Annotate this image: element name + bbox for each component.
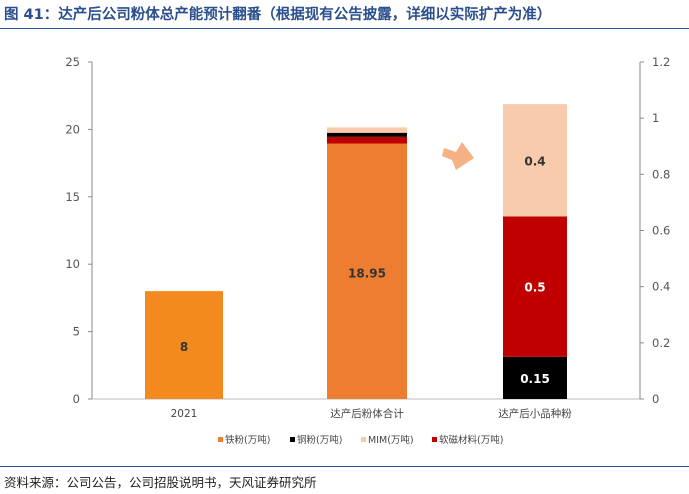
stacked-bar-chart: 0 5 10 15 20 25 0 0.2 0.4 0.6 0.8 1 1.2 8 18.95 0.15 0…	[65, 55, 670, 446]
left-axis-tick-label: 20	[65, 122, 80, 136]
source-divider	[0, 466, 689, 467]
right-axis-tick-label: 1	[652, 111, 659, 125]
bar-small-mim	[503, 104, 567, 217]
legend-swatch	[290, 437, 295, 442]
data-labels: 8 18.95 0.15 0.5 0.4	[180, 154, 550, 386]
legend-label: MIM(万吨)	[368, 434, 414, 446]
legend-label: 铜粉(万吨)	[297, 434, 342, 446]
right-axis-tick-label: 0.8	[652, 167, 670, 181]
source-note: 资料来源：公司公告，公司招股说明书，天风证券研究所	[4, 475, 317, 490]
bar-2021-iron	[145, 291, 223, 399]
bar-total-mim	[327, 127, 407, 133]
category-labels: 2021 达产后粉体合计 达产后小品种粉	[171, 407, 573, 420]
legend-swatch	[218, 437, 223, 442]
legend: 铁粉(万吨) 铜粉(万吨) MIM(万吨) 软磁材料(万吨)	[218, 434, 503, 446]
data-label-small-mim: 0.4	[524, 154, 545, 168]
data-label-small-soft-magnetic: 0.5	[524, 281, 545, 295]
title-divider	[0, 28, 689, 29]
right-axis-tick-label: 0	[652, 392, 659, 406]
left-axis-tick-label: 0	[73, 392, 80, 406]
right-axis-tick-label: 1.2	[652, 55, 670, 69]
data-label-small-copper: 0.15	[520, 372, 550, 386]
transition-arrow	[442, 142, 474, 170]
bar-small-copper	[503, 356, 567, 399]
arrow-icon	[442, 142, 474, 170]
legend-swatch	[361, 437, 366, 442]
right-axis: 0 0.2 0.4 0.6 0.8 1 1.2	[639, 55, 670, 406]
legend-swatch	[432, 437, 437, 442]
category-label: 达产后粉体合计	[330, 407, 404, 420]
data-label-total-iron: 18.95	[348, 266, 386, 280]
left-axis-tick-label: 10	[65, 257, 80, 271]
bar-total-iron	[327, 143, 407, 399]
bars	[145, 104, 567, 399]
category-label: 2021	[171, 408, 198, 420]
figure-title: 图 41：达产后公司粉体总产能预计翻番（根据现有公告披露，详细以实际扩产为准）	[4, 7, 552, 23]
data-label-2021-iron: 8	[180, 340, 188, 354]
right-axis-tick-label: 0.4	[652, 280, 670, 294]
right-axis-tick-label: 0.6	[652, 224, 670, 238]
right-axis-tick-label: 0.2	[652, 336, 670, 350]
bar-total-soft-magnetic	[327, 136, 407, 144]
bar-small-soft-magnetic	[503, 216, 567, 357]
legend-label: 软磁材料(万吨)	[439, 434, 503, 446]
category-label: 达产后小品种粉	[498, 407, 572, 420]
bar-total-copper	[327, 132, 407, 137]
legend-label: 铁粉(万吨)	[225, 434, 270, 446]
left-axis-tick-label: 25	[65, 55, 80, 69]
left-axis-tick-label: 15	[65, 190, 80, 204]
left-axis-tick-label: 5	[73, 325, 80, 339]
